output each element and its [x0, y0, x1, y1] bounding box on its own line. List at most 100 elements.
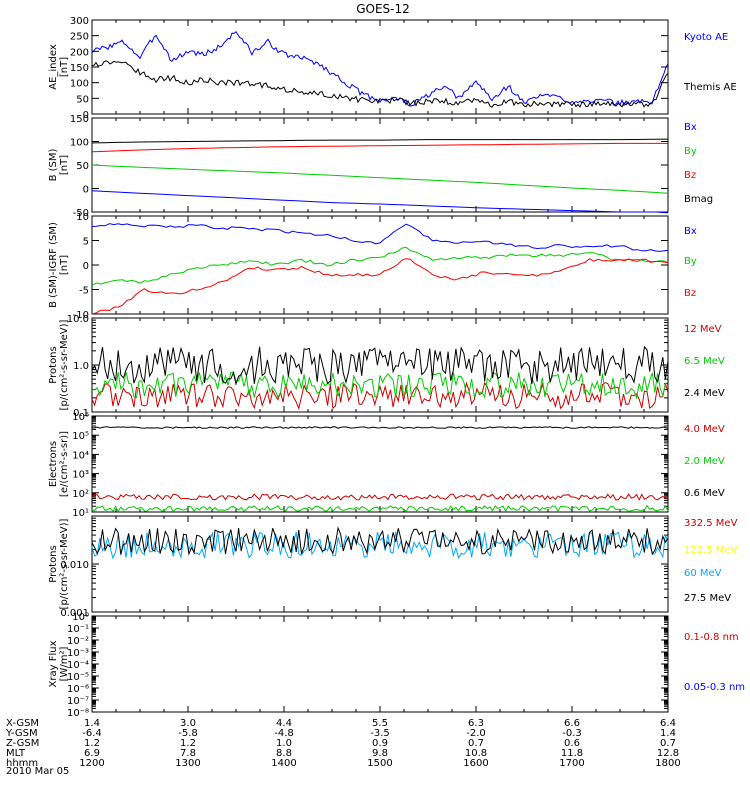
y-tick-label: -5: [79, 286, 89, 297]
orbit-row-value: -3.5: [370, 728, 390, 739]
orbit-row-value: 1500: [367, 758, 392, 769]
orbit-row-value: 0.9: [372, 738, 388, 749]
y-tick-label: 300: [70, 16, 89, 27]
y-tick-label: 100: [70, 138, 89, 149]
legend-label: By: [684, 256, 697, 267]
y-tick-label: 10⁴: [72, 450, 89, 461]
orbit-row-value: -5.8: [178, 728, 198, 739]
orbit-row-value: 1.2: [84, 738, 100, 749]
y-axis-label: Protons: [48, 545, 59, 582]
y-axis-unit: [nT]: [59, 155, 70, 175]
y-tick-label: 0: [83, 110, 89, 121]
legend-label: Bmag: [684, 194, 713, 205]
orbit-row-value: 0.7: [468, 738, 484, 749]
orbit-row-value: 3.0: [180, 718, 196, 729]
y-axis-label: B (SM): [48, 148, 59, 181]
orbit-row-label: hhmm: [6, 758, 38, 769]
orbit-row-value: 1.2: [180, 738, 196, 749]
legend-label: 6.5 MeV: [684, 356, 725, 367]
orbit-row-value: -6.4: [82, 728, 102, 739]
y-tick-label: 10⁻³: [67, 648, 89, 659]
orbit-row-value: 12.8: [657, 748, 679, 759]
series-line-12-mev: [91, 381, 669, 410]
y-tick-label: 100: [70, 79, 89, 90]
orbit-row-value: 11.8: [561, 748, 583, 759]
series-line-by: [91, 246, 669, 286]
y-axis-unit: [W/m²]: [59, 646, 70, 681]
y-tick-label: 10⁰: [72, 612, 89, 623]
y-tick-label: 150: [70, 63, 89, 74]
y-tick-label: 10¹: [72, 508, 89, 519]
series-line-bx: [91, 223, 669, 252]
orbit-row-value: 1700: [559, 758, 584, 769]
panel-frame: [91, 317, 669, 413]
series-line-bx: [91, 190, 669, 214]
orbit-row-value: 10.8: [465, 748, 487, 759]
y-tick-label: 10²: [72, 489, 89, 500]
orbit-row-value: 9.8: [372, 748, 388, 759]
legend-label: 60 MeV: [684, 568, 722, 579]
orbit-row-value: 1200: [79, 758, 104, 769]
orbit-row-value: 8.8: [276, 748, 292, 759]
series-line-2-4-mev: [91, 345, 669, 386]
orbit-row-value: 1400: [271, 758, 296, 769]
legend-label: 0.1-0.8 nm: [684, 632, 739, 643]
y-tick-label: 5: [83, 237, 89, 248]
legend-label: 12 MeV: [684, 324, 722, 335]
y-axis-label: B (SM)-IGRF (SM): [48, 222, 59, 308]
y-tick-label: 50: [76, 161, 89, 172]
y-axis-unit: [nT]: [59, 255, 70, 275]
y-axis-unit: [e/(cm²-s-sr)]: [59, 431, 70, 497]
y-tick-label: 10⁻⁶: [67, 684, 89, 695]
legend-label: Bz: [684, 170, 696, 181]
orbit-row-value: 0.7: [660, 738, 676, 749]
panel-frame: [91, 19, 669, 115]
panel-frame: [91, 615, 669, 713]
legend-label: Bx: [684, 226, 697, 237]
y-axis-label: Electrons: [48, 441, 59, 487]
orbit-row-value: -0.3: [562, 728, 582, 739]
panel-frame: [91, 515, 669, 613]
y-axis-unit: [nT]: [59, 57, 70, 77]
panel-1: 0 50 100 150 200 250 300 AE_index [nT] Kyoto AE Th…: [48, 16, 737, 121]
y-tick-label: 10⁻⁴: [67, 660, 89, 671]
y-tick-label: 0.001: [60, 608, 89, 619]
y-tick-label: 10⁵: [72, 431, 89, 442]
orbit-row-label: Z-GSM: [6, 738, 39, 749]
series-line-bz: [91, 142, 668, 153]
legend-label: Bx: [684, 122, 697, 133]
series-line-themis-ae: [91, 60, 669, 108]
series-line-6-5-mev: [91, 371, 669, 400]
orbit-row-value: -4.8: [274, 728, 294, 739]
legend-label: Kyoto AE: [684, 32, 728, 43]
panel-2: -50 0 50 100 150 B (SM) [nT] Bx By Bz Bmag: [48, 114, 713, 219]
series-line-by: [91, 164, 669, 194]
legend-label: 27.5 MeV: [684, 593, 731, 604]
orbit-axis-rows: X-GSM 1.4 3.0 4.4 5.5 6.3 6.6 6.4 Y-GSM -6.4 -5.8 -…: [5, 718, 681, 769]
orbit-row-value: 1800: [655, 758, 680, 769]
panel-frame: [91, 117, 669, 213]
orbit-row-value: 6.3: [468, 718, 484, 729]
legend-label: 2.4 MeV: [684, 388, 725, 399]
orbit-row-label: X-GSM: [6, 718, 39, 729]
orbit-row-value: 5.5: [372, 718, 388, 729]
panel-5: 10¹ 10² 10³ 10⁴ 10⁵ 10⁶ Electrons [e/(cm²-s-sr)…: [48, 412, 725, 519]
orbit-row-value: 6.6: [564, 718, 580, 729]
series-line-2-0-mev: [91, 504, 669, 513]
y-tick-label: 0: [83, 185, 89, 196]
orbit-row-value: 4.4: [276, 718, 292, 729]
y-tick-label: 10: [76, 212, 89, 223]
panel-frame: [91, 215, 669, 315]
series-line-0-6-mev: [91, 426, 669, 429]
y-tick-label: 1.0: [73, 361, 89, 372]
orbit-row-label: MLT: [6, 748, 26, 759]
orbit-row-value: -2.0: [466, 728, 486, 739]
y-tick-label: 150: [70, 114, 89, 125]
y-tick-label: 250: [70, 32, 89, 43]
orbit-row-label: Y-GSM: [5, 728, 38, 739]
legend-label: Bz: [684, 288, 696, 299]
legend-label: 4.0 MeV: [684, 424, 725, 435]
orbit-row-value: 1.4: [84, 718, 100, 729]
